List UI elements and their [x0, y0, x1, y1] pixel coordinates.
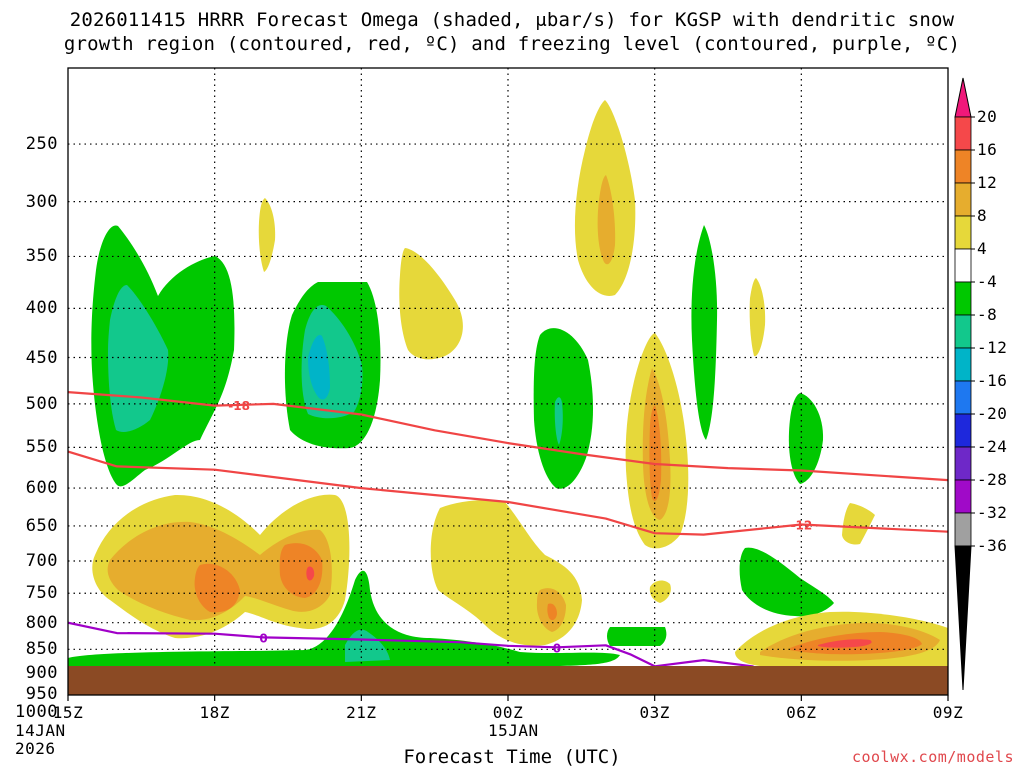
- omega-region-darkorange-center-lower: [547, 603, 557, 621]
- colorbar-label--32: -32: [977, 503, 1008, 522]
- y-tick-label-450: 450: [25, 347, 58, 368]
- y-tick-label-800: 800: [25, 612, 58, 633]
- y-tick-label-700: 700: [25, 551, 58, 571]
- contour-label--18-0: -18: [228, 399, 250, 413]
- omega-shading: [68, 100, 948, 666]
- contour-label-0-1: 0: [553, 641, 561, 655]
- omega-region-darkorange-mid: [279, 543, 323, 598]
- y-tick-label-350: 350: [25, 246, 58, 267]
- omega-region-red-lower-right: [818, 639, 872, 648]
- colorbar-label--36: -36: [977, 536, 1008, 555]
- chart-title-line-1: 2026011415 HRRR Forecast Omega (shaded, …: [69, 9, 955, 31]
- colorbar-label--16: -16: [977, 371, 1008, 390]
- colorbar-label-16: 16: [977, 140, 998, 159]
- colorbar: [954, 77, 975, 691]
- omega-region-green-strip: [691, 225, 718, 440]
- date-label-15jan: 15JAN: [488, 721, 539, 740]
- omega-region-green-small-lower: [607, 627, 667, 646]
- colorbar-bin-12: [954, 479, 972, 514]
- colorbar-label--4: -4: [977, 272, 998, 291]
- colorbar-bin-1: [954, 116, 972, 151]
- omega-region-green-near-surface: [68, 570, 620, 666]
- omega-region-green-small: [788, 393, 824, 484]
- y-tick-label-850: 850: [25, 639, 58, 660]
- colorbar-label--20: -20: [977, 404, 1008, 423]
- omega-region-green-center: [533, 328, 594, 489]
- x-tick-label-15Z: 15Z: [52, 703, 84, 722]
- y-tick-label-500: 500: [25, 393, 58, 414]
- colorbar-bin-6: [954, 281, 972, 316]
- contour-line--18: [68, 391, 948, 482]
- contour-line--12: [68, 450, 948, 536]
- y-tick-label-600: 600: [25, 478, 58, 499]
- colorbar-label-20: 20: [977, 107, 998, 126]
- omega-region-orange-top-center: [597, 175, 616, 265]
- omega-region-yellow-small-top: [258, 198, 276, 272]
- colorbar-bin-11: [954, 446, 972, 481]
- x-tick-label-18Z: 18Z: [199, 703, 230, 722]
- x-tick-label-06Z: 06Z: [786, 703, 817, 722]
- colorbar-bin-10: [954, 413, 972, 448]
- x-tick-label-00Z: 00Z: [492, 703, 524, 722]
- y-tick-label-250: 250: [25, 134, 58, 155]
- contour-label-0-0: 0: [259, 631, 267, 645]
- colorbar-top-arrow: [954, 77, 972, 118]
- colorbar-label-4: 4: [977, 239, 988, 258]
- colorbar-bin-2: [954, 149, 972, 184]
- omega-region-teal-center: [554, 397, 563, 445]
- colorbar-bin-13: [954, 512, 972, 547]
- omega-region-cyan-mid: [308, 334, 330, 400]
- y-tick-label-1000: 1000: [15, 702, 58, 723]
- omega-region-red-mid: [306, 566, 315, 581]
- colorbar-label-8: 8: [977, 206, 988, 225]
- y-tick-label-900: 900: [25, 663, 58, 684]
- omega-region-green-lower-right: [739, 547, 834, 617]
- y-tick-label-650: 650: [25, 515, 58, 536]
- x-tick-label-21Z: 21Z: [346, 703, 377, 722]
- colorbar-label--12: -12: [977, 338, 1008, 357]
- date-label-14jan: 14JAN: [15, 721, 66, 740]
- colorbar-label--24: -24: [977, 437, 1008, 456]
- colorbar-bin-7: [954, 314, 972, 349]
- x-tick-label-03Z: 03Z: [639, 703, 670, 722]
- colorbar-bin-8: [954, 347, 972, 382]
- y-tick-label-750: 750: [25, 583, 58, 604]
- x-tick-label-09Z: 09Z: [932, 703, 964, 722]
- y-tick-label-400: 400: [25, 298, 58, 319]
- colorbar-bin-9: [954, 380, 972, 415]
- colorbar-label--8: -8: [977, 305, 998, 324]
- colorbar-bin-3: [954, 182, 972, 217]
- y-tick-label-550: 550: [25, 437, 58, 458]
- contour-label--12-0: -12: [790, 518, 812, 532]
- x-axis-ticks: [67, 695, 949, 701]
- omega-region-yellow-tiny: [649, 580, 671, 603]
- credit-link[interactable]: coolwx.com/models: [851, 748, 1014, 766]
- omega-region-darkorange-left: [194, 563, 240, 613]
- omega-region-darkorange-column: [649, 405, 662, 501]
- date-label-year: 2026: [15, 739, 56, 758]
- colorbar-label-12: 12: [977, 173, 998, 192]
- ground-below-surface: [68, 666, 948, 695]
- omega-region-yellow-right-small: [749, 278, 766, 357]
- x-axis-title: Forecast Time (UTC): [403, 746, 621, 768]
- colorbar-bottom-arrow: [954, 545, 972, 691]
- y-tick-label-950: 950: [25, 684, 58, 705]
- dotted-grid: [68, 68, 948, 695]
- omega-region-teal-near-surface: [345, 629, 390, 662]
- colorbar-bin-4: [954, 215, 972, 250]
- omega-region-yellow-upper-center: [399, 248, 463, 360]
- chart-title-line-2: growth region (contoured, red, ºC) and f…: [63, 33, 961, 55]
- colorbar-label--28: -28: [977, 470, 1008, 489]
- omega-region-yellow-small-right: [842, 503, 875, 545]
- y-tick-label-300: 300: [25, 191, 58, 212]
- colorbar-bin-5: [954, 248, 972, 283]
